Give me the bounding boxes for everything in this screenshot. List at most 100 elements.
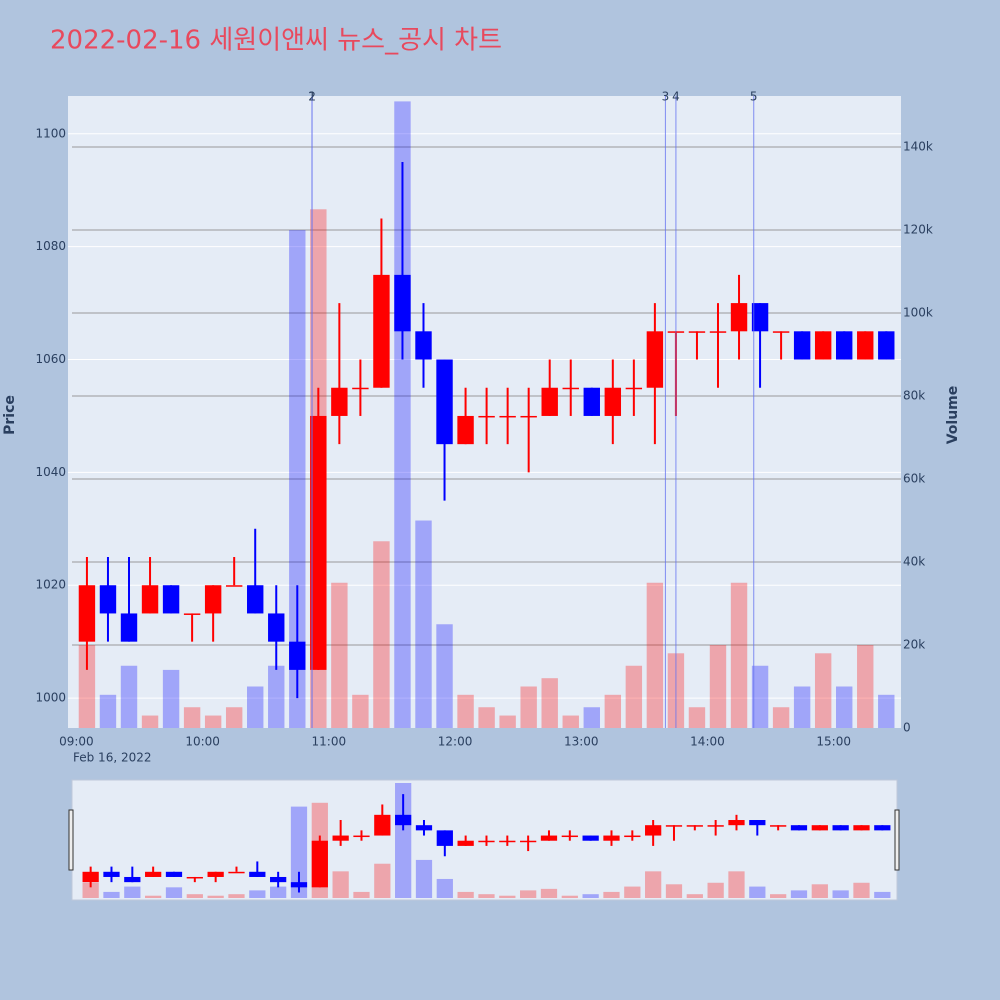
volume-bar bbox=[415, 859, 433, 898]
candle-body bbox=[583, 387, 600, 416]
y2-tick-label: 120k bbox=[903, 223, 933, 237]
candle-body bbox=[228, 871, 245, 874]
candle-body bbox=[353, 835, 370, 838]
y2-tick-label: 140k bbox=[903, 140, 933, 154]
candle-body bbox=[270, 876, 287, 883]
volume-bar bbox=[874, 891, 891, 898]
candle-body bbox=[374, 814, 391, 836]
candle-body bbox=[268, 613, 285, 642]
volume-bar bbox=[520, 890, 537, 898]
y2-tick-label: 100k bbox=[903, 306, 933, 320]
volume-bar bbox=[582, 894, 599, 898]
volume-bar bbox=[249, 890, 266, 898]
volume-bar bbox=[82, 882, 99, 898]
candle-body bbox=[874, 825, 891, 831]
plot-area bbox=[68, 96, 901, 728]
y2-tick-label: 20k bbox=[903, 638, 925, 652]
candle-body bbox=[141, 585, 159, 614]
news-label: 3 bbox=[662, 90, 670, 104]
volume-bar bbox=[374, 863, 391, 898]
y-tick-label: 1060 bbox=[35, 352, 66, 366]
candle-body bbox=[604, 387, 622, 416]
volume-bar bbox=[124, 886, 141, 898]
volume-bar bbox=[352, 694, 369, 728]
candle-body bbox=[624, 835, 641, 838]
candle-body bbox=[99, 585, 117, 614]
volume-bar bbox=[373, 541, 390, 728]
candle-body bbox=[457, 840, 474, 846]
candle-body bbox=[772, 331, 790, 333]
candle-body bbox=[457, 415, 474, 445]
volume-bar bbox=[436, 624, 453, 728]
y2-tick-label: 80k bbox=[903, 389, 925, 403]
news-label: 5 bbox=[750, 90, 758, 104]
volume-bar bbox=[289, 230, 306, 728]
candle-body bbox=[686, 825, 703, 827]
volume-bar bbox=[457, 694, 474, 728]
candle-body bbox=[646, 331, 664, 388]
volume-bar bbox=[583, 707, 600, 728]
volume-bar bbox=[225, 707, 243, 728]
candle-body bbox=[728, 820, 745, 826]
volume-bar bbox=[751, 665, 769, 728]
volume-bar bbox=[686, 894, 703, 898]
candle-body bbox=[120, 613, 138, 642]
volume-bar bbox=[395, 782, 412, 898]
y2-tick-label: 0 bbox=[903, 721, 911, 735]
volume-bar bbox=[99, 694, 117, 728]
candle-body bbox=[183, 613, 201, 615]
volume-bar bbox=[247, 686, 264, 728]
candle-body bbox=[249, 871, 266, 877]
candle-body bbox=[499, 840, 516, 843]
candle-body bbox=[811, 825, 828, 831]
range-handle[interactable] bbox=[894, 809, 900, 871]
candle-body bbox=[373, 274, 390, 388]
candle-body bbox=[289, 641, 306, 670]
volume-bar bbox=[540, 888, 558, 898]
volume-bar bbox=[688, 707, 706, 728]
volume-bar bbox=[141, 715, 159, 728]
volume-bar bbox=[331, 582, 348, 728]
candle-body bbox=[394, 274, 411, 332]
volume-bar bbox=[478, 894, 495, 898]
candle-body bbox=[247, 585, 264, 614]
volume-bar bbox=[541, 678, 558, 728]
volume-bar bbox=[162, 669, 180, 728]
volume-bar bbox=[103, 891, 120, 898]
candle-body bbox=[352, 387, 369, 390]
candle-body bbox=[478, 415, 495, 418]
x-tick-label: 13:00 bbox=[564, 735, 599, 749]
volume-bar bbox=[770, 894, 787, 898]
volume-bar bbox=[78, 645, 96, 728]
volume-bar bbox=[793, 686, 811, 728]
candle-body bbox=[78, 585, 96, 642]
volume-bar bbox=[120, 665, 138, 728]
volume-bar bbox=[499, 895, 516, 898]
chart-title: 2022-02-16 세원이앤씨 뉴스_공시 차트 bbox=[50, 26, 502, 56]
range-slider[interactable] bbox=[71, 779, 898, 901]
range-handle[interactable] bbox=[68, 809, 74, 871]
candle-body bbox=[520, 415, 537, 418]
candle-body bbox=[562, 387, 579, 390]
volume-bar bbox=[624, 886, 641, 898]
volume-bar bbox=[730, 582, 748, 728]
candle-body bbox=[165, 871, 183, 877]
candle-body bbox=[186, 876, 203, 879]
volume-bar bbox=[646, 582, 664, 728]
candle-body bbox=[793, 331, 811, 360]
x-tick-label: 11:00 bbox=[312, 735, 347, 749]
volume-bar bbox=[457, 891, 474, 898]
x-tick-label: 15:00 bbox=[816, 735, 851, 749]
x-tick-label: 09:00 bbox=[59, 735, 94, 749]
candle-body bbox=[310, 415, 327, 670]
volume-bar bbox=[604, 694, 622, 728]
volume-bar bbox=[857, 645, 874, 728]
volume-bar bbox=[204, 715, 222, 728]
candle-body bbox=[814, 331, 832, 360]
candle-body bbox=[436, 830, 453, 846]
y-tick-label: 1040 bbox=[35, 465, 66, 479]
volume-bar bbox=[478, 707, 495, 728]
candle-body bbox=[853, 825, 870, 831]
volume-bar bbox=[332, 871, 349, 898]
